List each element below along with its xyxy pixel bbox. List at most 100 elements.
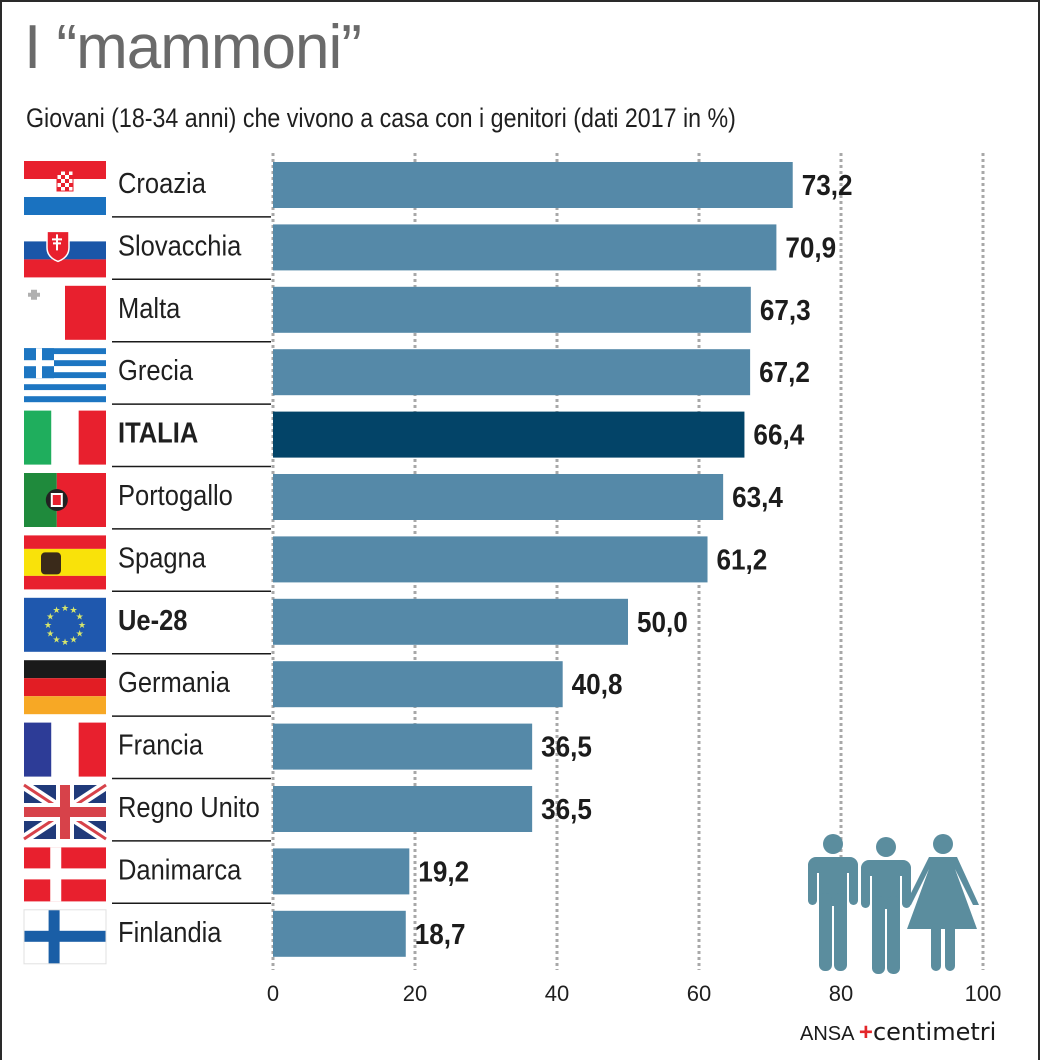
- x-tick-label: 20: [403, 981, 427, 1006]
- flag-part: [24, 378, 106, 385]
- flag-part: [24, 360, 54, 367]
- value-label: 73,2: [802, 169, 853, 202]
- source-logo: ANSA +centimetri: [800, 1018, 996, 1047]
- chart-row: Danimarca 19,2: [24, 847, 469, 905]
- spain-flag: [24, 535, 106, 590]
- flag-part: [24, 696, 106, 715]
- flag-part: [24, 868, 106, 880]
- eu-star: ★: [61, 604, 69, 614]
- chart-row: Slovacchia 70,9: [24, 223, 836, 281]
- category-label: Croazia: [118, 166, 207, 199]
- leg: [872, 896, 885, 974]
- flag-part: [24, 597, 106, 652]
- value-label: 67,2: [759, 356, 810, 389]
- coat-of-arms-border: [56, 170, 74, 192]
- centimetri-brand: centimetri: [872, 1018, 997, 1046]
- chart-row: Germania 40,8: [24, 660, 622, 717]
- value-label: 63,4: [732, 481, 783, 514]
- category-label: Regno Unito: [118, 790, 260, 823]
- shield-inner: [52, 495, 61, 505]
- flag-part: [24, 410, 52, 465]
- bar: [273, 286, 751, 333]
- italy-flag: [24, 410, 106, 465]
- chart-row: Malta 67,3: [24, 285, 811, 343]
- flag-border: [23, 909, 107, 965]
- coat-of-arms-check: [65, 187, 69, 191]
- arm: [902, 864, 911, 908]
- flag-part: [24, 396, 106, 403]
- head: [876, 837, 896, 857]
- coat-of-arms-check: [69, 175, 73, 179]
- chart-row: Grecia 67,2: [24, 348, 810, 405]
- coat-of-arms-check: [57, 171, 61, 175]
- man-figure: [861, 837, 911, 974]
- x-tick-label: 80: [829, 981, 853, 1006]
- x-axis-ticks: 0 20 40 60 80 100: [267, 981, 1001, 1006]
- leg: [945, 923, 955, 971]
- x-tick-label: 100: [965, 981, 1002, 1006]
- chart-row: ITALIA 66,4: [24, 410, 805, 468]
- flag-part: [24, 660, 106, 679]
- eu-star: ★: [76, 612, 84, 622]
- value-label: 67,3: [760, 294, 811, 327]
- head: [933, 834, 953, 854]
- value-label: 61,2: [717, 543, 768, 576]
- category-label: Germania: [118, 666, 231, 699]
- family-people-icon: [808, 834, 979, 974]
- bar: [273, 474, 724, 520]
- eu-star: ★: [69, 636, 77, 646]
- value-label: 36,5: [541, 730, 592, 763]
- chart-row: Finlandia 18,7: [23, 909, 466, 965]
- eu-star: ★: [52, 636, 60, 646]
- flag-part: [65, 285, 106, 340]
- flag-part: [24, 575, 106, 590]
- leg: [819, 893, 832, 971]
- category-label: Finlandia: [118, 915, 222, 948]
- chart-rows: Croazia 73,2 Slovacchia 70,9 Malta 67,3 Grecia…: [21, 161, 853, 965]
- flag-part: [24, 548, 106, 576]
- eu-flag: ★ ★★★★★★★★★★★: [24, 597, 106, 652]
- flag-part: [24, 372, 106, 379]
- france-flag: [24, 722, 106, 777]
- bar: [273, 349, 751, 396]
- eu-star: ★: [46, 612, 54, 622]
- chart-row: Francia 36,5: [24, 722, 592, 780]
- flag-part: [24, 535, 106, 549]
- x-tick-label: 40: [545, 981, 569, 1006]
- category-label: Slovacchia: [118, 229, 242, 262]
- bar: [273, 224, 777, 271]
- x-tick-label: 0: [267, 981, 279, 1006]
- chart-row: Portogallo 63,4: [24, 473, 784, 530]
- flag-part: [24, 348, 106, 355]
- coat-of-arms-check: [61, 183, 65, 187]
- flag-part: [78, 410, 106, 465]
- bar: [273, 786, 533, 832]
- malta-flag: [24, 285, 106, 340]
- value-label: 19,2: [418, 855, 469, 888]
- value-label: 66,4: [753, 418, 804, 451]
- leg: [931, 923, 941, 971]
- coat-of-arms-check: [57, 179, 61, 183]
- coat-of-arms: [41, 552, 61, 575]
- ansa-brand: ANSA: [800, 1023, 854, 1045]
- flag-part: [24, 930, 106, 942]
- bar: [273, 848, 410, 895]
- flag-part: [24, 354, 106, 361]
- flag-part: [24, 807, 106, 817]
- flag-part: [24, 366, 106, 373]
- croatia-flag: [24, 161, 106, 215]
- bar: [273, 598, 628, 645]
- eu-star: ★: [78, 621, 86, 631]
- coat-of-arms-check: [57, 187, 61, 191]
- flag-part: [24, 161, 106, 179]
- value-label: 18,7: [415, 918, 466, 951]
- finland-flag: [23, 909, 107, 965]
- value-label: 50,0: [637, 606, 688, 639]
- flag-part: [24, 390, 106, 397]
- coat-of-arms-check: [65, 171, 69, 175]
- flag-part: [24, 384, 106, 391]
- category-label: Portogallo: [118, 478, 233, 511]
- bar-chart: Croazia 73,2 Slovacchia 70,9 Malta 67,3 Grecia…: [21, 153, 1001, 1006]
- chart-title: I “mammoni”: [24, 13, 362, 82]
- category-label: ITALIA: [118, 416, 198, 449]
